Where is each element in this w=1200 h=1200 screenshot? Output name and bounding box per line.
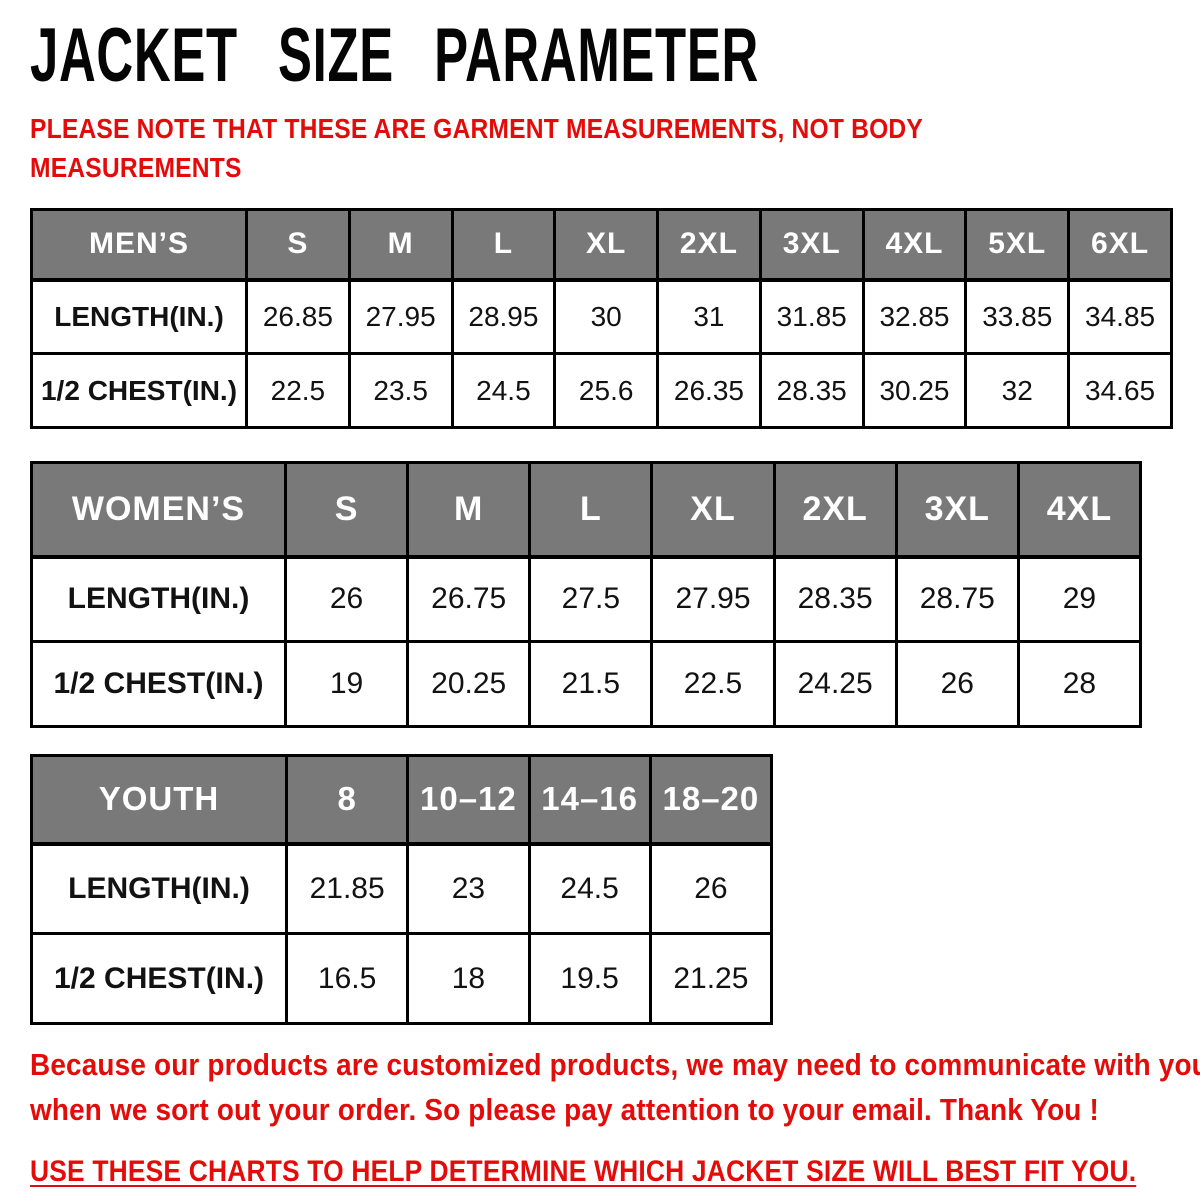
- youth-category-header: YOUTH: [30, 754, 288, 846]
- youth-measurement-row: 1/2 CHEST(IN.) 16.5 18 19.5 21.25: [30, 932, 774, 1025]
- mens-size-header: L: [450, 208, 557, 282]
- measurement-value: 22.5: [650, 640, 776, 728]
- measurement-value: 30.25: [861, 352, 968, 429]
- measurement-value: 31.85: [758, 278, 865, 355]
- page-title: JACKET SIZE PARAMETER: [30, 13, 1170, 98]
- mens-size-table: MEN’S S M L XL 2XL 3XL 4XL 5XL 6XL LENGTH(IN.) 26.…: [30, 208, 1173, 429]
- fit-instruction: USE THESE CHARTS TO HELP DETERMINE WHICH…: [30, 1155, 1137, 1188]
- youth-size-header: 18–20: [648, 754, 774, 846]
- measurement-value: 28.95: [450, 278, 557, 355]
- mens-table-header: MEN’S S M L XL 2XL 3XL 4XL 5XL 6XL: [30, 208, 1173, 282]
- measurement-value: 27.95: [347, 278, 454, 355]
- measurement-value: 24.5: [527, 842, 652, 935]
- mens-size-header: 2XL: [656, 208, 762, 282]
- measurement-value: 29: [1016, 555, 1143, 643]
- measurement-value: 28.35: [772, 555, 898, 643]
- youth-size-header: 8: [284, 754, 410, 846]
- youth-table-header: YOUTH 8 10–12 14–16 18–20: [30, 754, 774, 846]
- measurement-value: 26: [283, 555, 410, 643]
- mens-table-body: LENGTH(IN.) 26.85 27.95 28.95 30 31 31.85 32.85…: [30, 278, 1173, 429]
- youth-table-body: LENGTH(IN.) 21.85 23 24.5 26 1/2 CHEST(IN.) 16…: [30, 842, 774, 1025]
- measurement-value: 28.75: [894, 555, 1020, 643]
- measurement-value: 34.85: [1067, 278, 1173, 355]
- measurement-label: 1/2 CHEST(IN.): [30, 352, 248, 429]
- measurement-value: 28.35: [758, 352, 865, 429]
- mens-size-header: 6XL: [1067, 208, 1173, 282]
- womens-size-header: 2XL: [772, 461, 898, 559]
- measurement-value: 26: [648, 842, 774, 935]
- measurement-value: 30: [553, 278, 660, 355]
- measurement-value: 28: [1016, 640, 1143, 728]
- measurement-label: 1/2 CHEST(IN.): [30, 932, 288, 1025]
- youth-measurement-row: LENGTH(IN.) 21.85 23 24.5 26: [30, 842, 774, 935]
- womens-size-header: XL: [650, 461, 776, 559]
- mens-size-header: 5XL: [964, 208, 1071, 282]
- measurement-value: 32: [964, 352, 1071, 429]
- measurement-value: 26.75: [406, 555, 532, 643]
- footer-line: when we sort out your order. So please p…: [30, 1092, 1099, 1127]
- measurement-value: 24.25: [772, 640, 898, 728]
- note-line: MEASUREMENTS: [30, 152, 242, 183]
- measurement-value: 21.25: [648, 932, 774, 1025]
- garment-measurement-note: PLEASE NOTE THAT THESE ARE GARMENT MEASU…: [30, 112, 1170, 190]
- youth-size-table: YOUTH 8 10–12 14–16 18–20 LENGTH(IN.) 21.85 23…: [30, 754, 774, 1025]
- womens-table-body: LENGTH(IN.) 26 26.75 27.5 27.95 28.35 28.75 29 1…: [30, 555, 1143, 728]
- measurement-value: 23.5: [347, 352, 454, 429]
- mens-size-header: 3XL: [758, 208, 865, 282]
- mens-measurement-row: 1/2 CHEST(IN.) 22.5 23.5 24.5 25.6 26.35 28.35…: [30, 352, 1173, 429]
- measurement-label: LENGTH(IN.): [30, 555, 287, 643]
- womens-size-header: 4XL: [1016, 461, 1143, 559]
- mens-size-header: 4XL: [861, 208, 968, 282]
- measurement-value: 34.65: [1067, 352, 1173, 429]
- customization-note: Because our products are customized prod…: [30, 1045, 1200, 1135]
- measurement-label: LENGTH(IN.): [30, 842, 288, 935]
- womens-size-table: WOMEN’S S M L XL 2XL 3XL 4XL LENGTH(IN.) 26 26.75…: [30, 461, 1143, 728]
- footer-line: Because our products are customized prod…: [30, 1047, 1200, 1082]
- measurement-value: 31: [656, 278, 762, 355]
- youth-size-header: 14–16: [527, 754, 652, 846]
- womens-size-header: L: [528, 461, 654, 559]
- measurement-value: 24.5: [450, 352, 557, 429]
- measurement-value: 21.5: [528, 640, 654, 728]
- measurement-value: 33.85: [964, 278, 1071, 355]
- womens-size-header: 3XL: [894, 461, 1020, 559]
- measurement-value: 26.35: [656, 352, 762, 429]
- womens-size-header: M: [406, 461, 532, 559]
- measurement-value: 18: [406, 932, 531, 1025]
- measurement-value: 21.85: [284, 842, 410, 935]
- measurement-value: 23: [406, 842, 531, 935]
- womens-category-header: WOMEN’S: [30, 461, 287, 559]
- measurement-value: 19: [283, 640, 410, 728]
- womens-measurement-row: 1/2 CHEST(IN.) 19 20.25 21.5 22.5 24.25 26 28: [30, 640, 1143, 728]
- mens-category-header: MEN’S: [30, 208, 248, 282]
- measurement-value: 19.5: [527, 932, 652, 1025]
- youth-size-header: 10–12: [406, 754, 531, 846]
- measurement-value: 22.5: [245, 352, 351, 429]
- mens-size-header: M: [347, 208, 454, 282]
- measurement-value: 26.85: [245, 278, 351, 355]
- note-line: PLEASE NOTE THAT THESE ARE GARMENT MEASU…: [30, 113, 924, 144]
- mens-size-header: S: [245, 208, 351, 282]
- measurement-value: 16.5: [284, 932, 410, 1025]
- page-title-text: JACKET SIZE PARAMETER: [30, 13, 759, 98]
- womens-measurement-row: LENGTH(IN.) 26 26.75 27.5 27.95 28.35 28.75 29: [30, 555, 1143, 643]
- womens-size-header: S: [283, 461, 410, 559]
- measurement-value: 26: [894, 640, 1020, 728]
- measurement-value: 27.95: [650, 555, 776, 643]
- measurement-value: 32.85: [861, 278, 968, 355]
- womens-table-header: WOMEN’S S M L XL 2XL 3XL 4XL: [30, 461, 1143, 559]
- measurement-label: LENGTH(IN.): [30, 278, 248, 355]
- measurement-value: 20.25: [406, 640, 532, 728]
- measurement-value: 25.6: [553, 352, 660, 429]
- measurement-value: 27.5: [528, 555, 654, 643]
- measurement-label: 1/2 CHEST(IN.): [30, 640, 287, 728]
- mens-size-header: XL: [553, 208, 660, 282]
- mens-measurement-row: LENGTH(IN.) 26.85 27.95 28.95 30 31 31.85 32.85…: [30, 278, 1173, 355]
